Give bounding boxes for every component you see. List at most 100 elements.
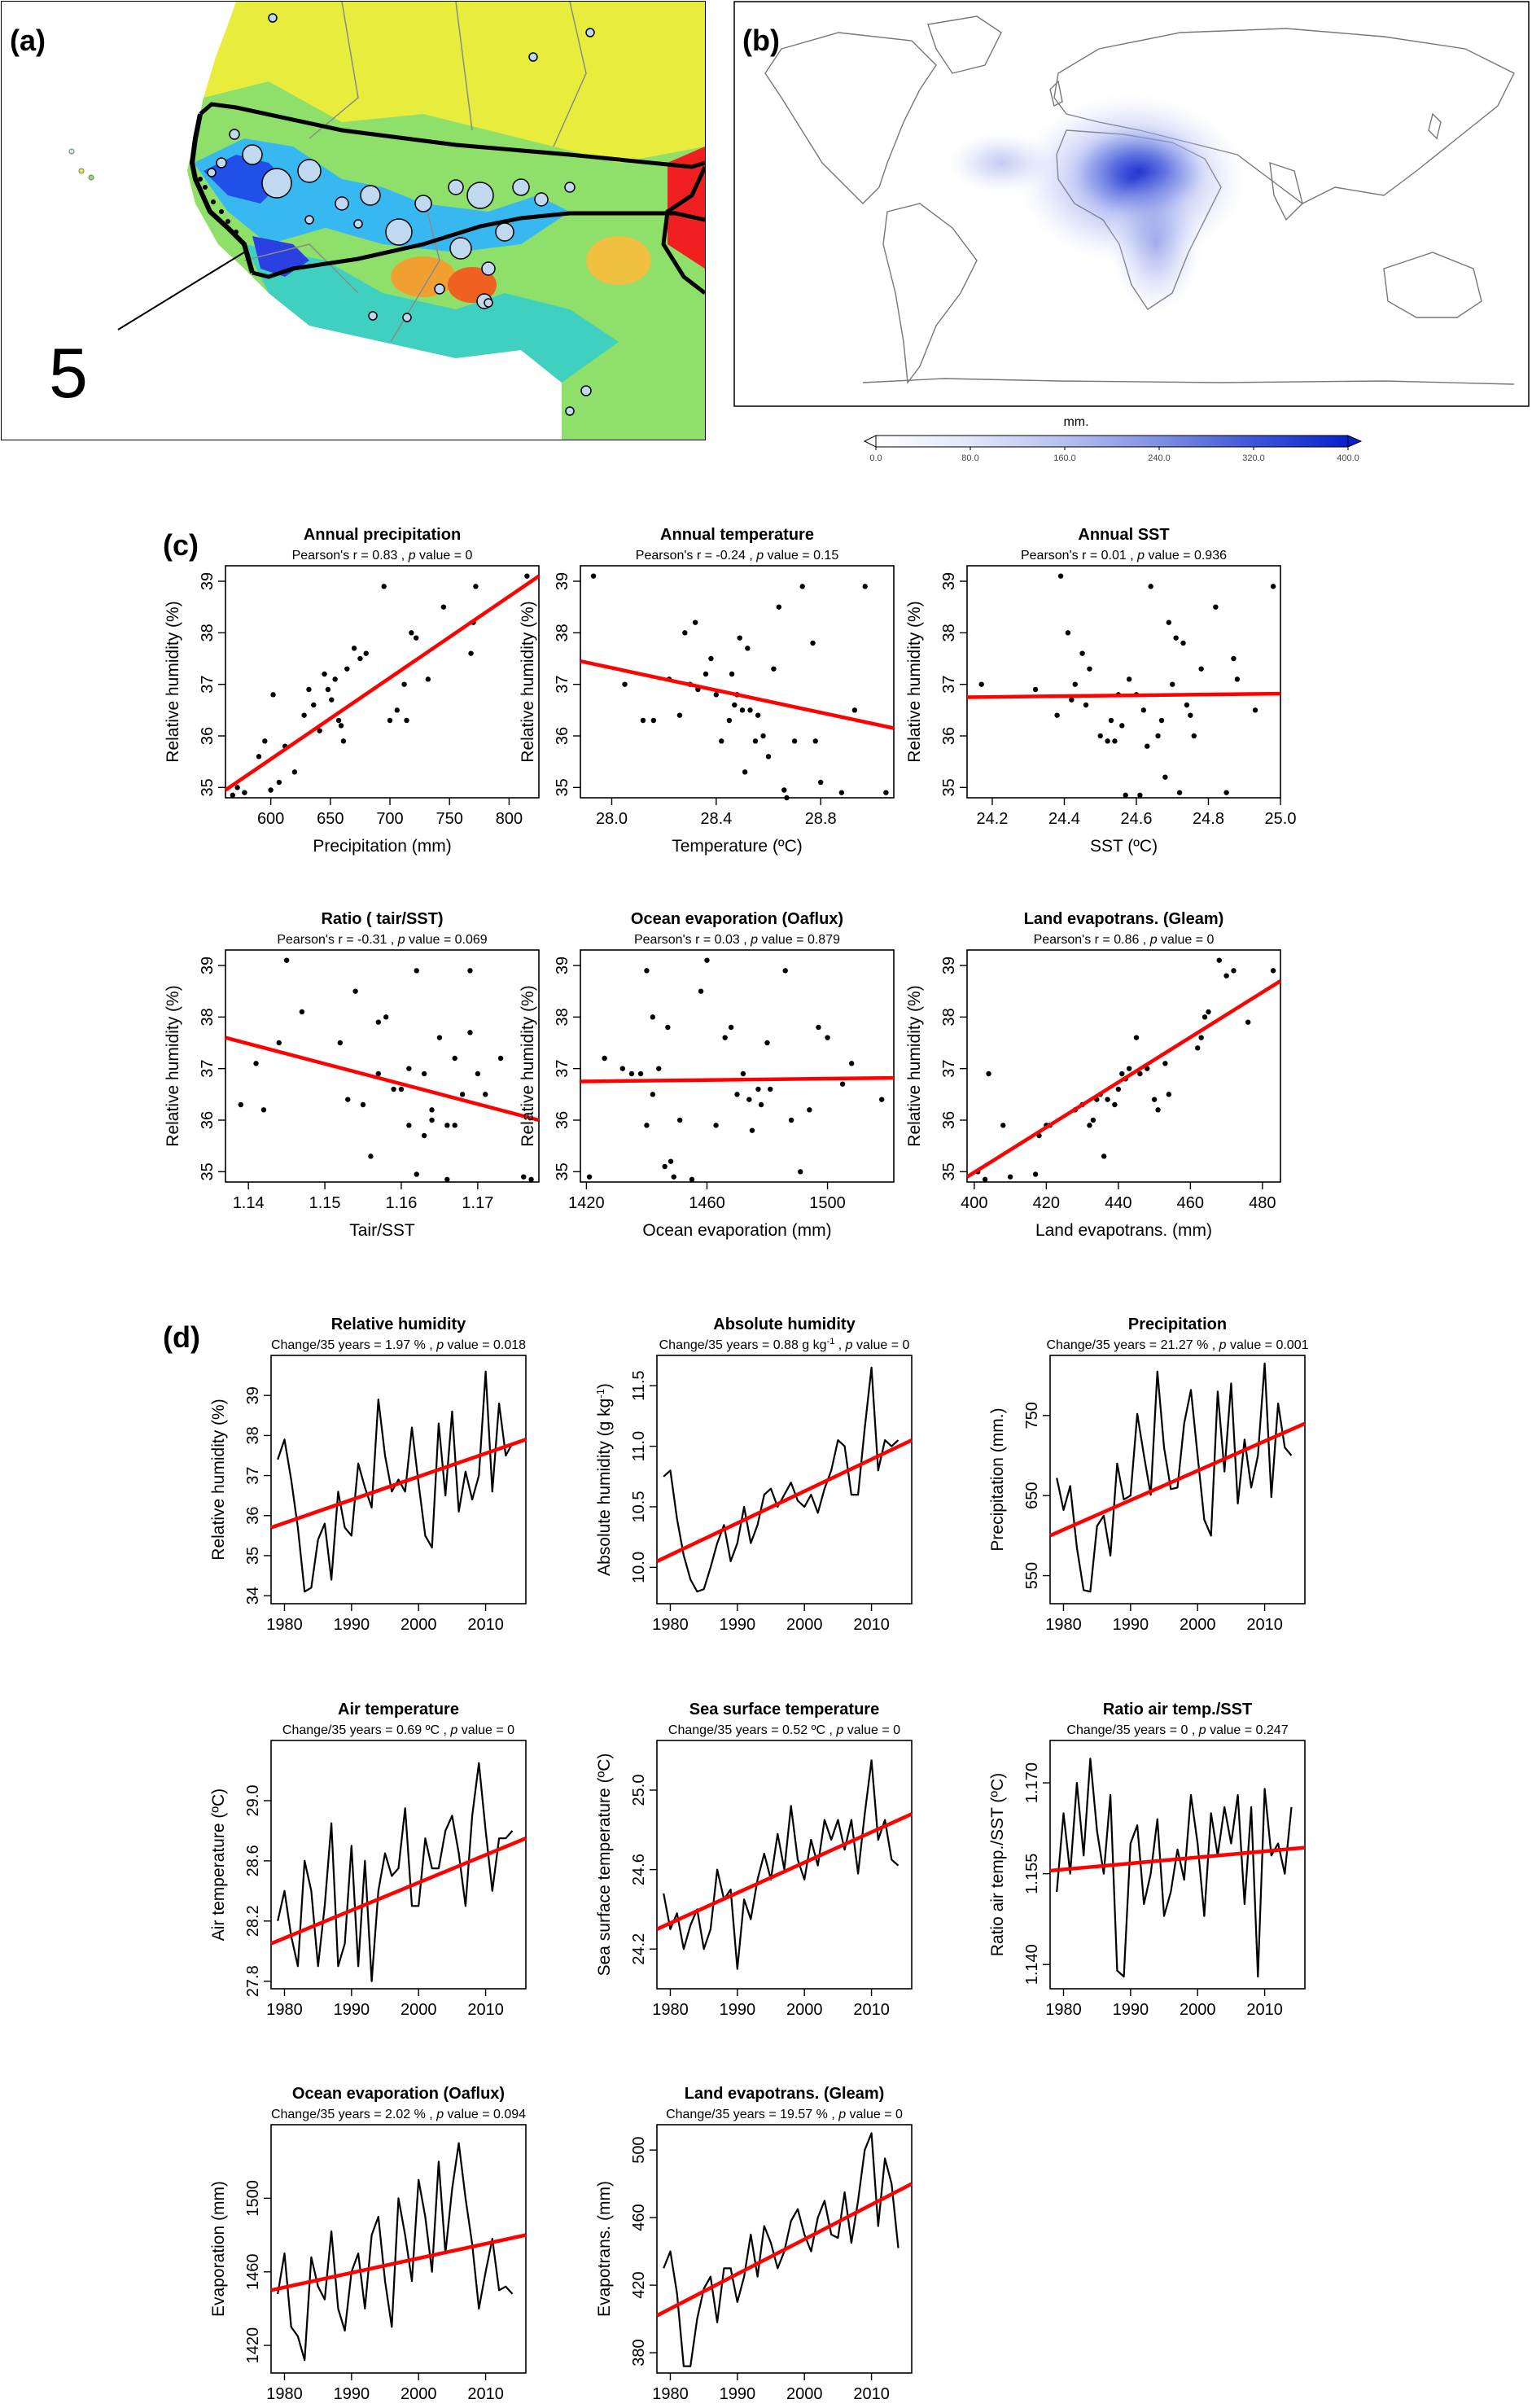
y-tick-label: 35 xyxy=(244,1547,262,1565)
colorbar-unit: mm. xyxy=(1063,415,1088,429)
data-point xyxy=(262,738,268,744)
x-tick-label: 1.17 xyxy=(462,1194,493,1212)
data-point xyxy=(798,1169,803,1175)
data-point xyxy=(242,790,247,795)
x-tick-label: 1990 xyxy=(1113,2001,1149,2019)
y-axis-label-text: Evapotrans. (mm) xyxy=(595,2181,614,2317)
subtitle-suffix: value = 0 xyxy=(1158,933,1215,947)
x-tick-label: 24.8 xyxy=(1193,810,1224,828)
data-point xyxy=(689,1176,695,1183)
x-tick-label: 2000 xyxy=(401,1616,437,1634)
y-tick-label: 380 xyxy=(630,2339,648,2366)
trend-line xyxy=(580,659,895,730)
data-point xyxy=(734,1092,740,1097)
plot-frame xyxy=(656,2124,913,2374)
data-point xyxy=(306,686,312,693)
y-tick-label: 39 xyxy=(554,957,571,974)
data-point xyxy=(452,1055,457,1062)
plot-frame xyxy=(656,1740,913,1990)
data-point xyxy=(357,655,363,662)
y-tick-label: 39 xyxy=(940,957,958,974)
y-tick-label: 650 xyxy=(1023,1482,1041,1508)
subtitle-prefix: Change/35 years = 19.57 % , xyxy=(666,2108,838,2121)
chart-subtitle: Change/35 years = 2.02 % , p value = 0.0… xyxy=(271,2108,526,2121)
data-point xyxy=(1245,1019,1251,1025)
series-line xyxy=(1056,1362,1293,1593)
data-point xyxy=(406,1123,412,1128)
data-point xyxy=(671,1174,676,1180)
x-tick-label: 28.0 xyxy=(596,810,628,828)
y-tick-label: 37 xyxy=(940,1060,958,1078)
subtitle-prefix: Change/35 years = 1.97 % , xyxy=(271,1338,436,1352)
data-point xyxy=(475,1070,481,1077)
y-tick-label: 1.155 xyxy=(1023,1854,1041,1894)
y-axis-label: Relative humidity (%) xyxy=(905,601,924,762)
y-tick-label: 27.8 xyxy=(244,1965,262,1997)
y-tick-label: 35 xyxy=(940,1162,958,1180)
data-point xyxy=(352,988,358,994)
data-point xyxy=(1234,676,1241,682)
series-line xyxy=(663,1366,900,1593)
chart-title: Air temperature xyxy=(338,1701,459,1718)
y-axis-label: Absolute humidity (g kg-1) xyxy=(594,1383,614,1576)
data-point xyxy=(1180,640,1186,646)
data-point xyxy=(497,1055,504,1062)
data-point xyxy=(387,717,393,724)
x-tick-label: 1.14 xyxy=(233,1194,265,1212)
chart-subtitle: Change/35 years = 0.69 ºC , p value = 0 xyxy=(282,1723,514,1737)
data-point xyxy=(524,573,530,579)
data-point xyxy=(729,671,735,677)
chart-title: Ocean evaporation (Oaflux) xyxy=(631,910,843,928)
y-axis-label-text: Sea surface temperature (ºC) xyxy=(595,1753,614,1977)
plot-frame xyxy=(270,1740,527,1990)
data-point xyxy=(732,702,738,708)
data-point xyxy=(692,620,698,625)
subtitle-suffix: value = 0.069 xyxy=(405,933,488,947)
y-axis-label: Precipitation (mm.) xyxy=(988,1408,1007,1551)
x-axis-label: Temperature (ºC) xyxy=(672,837,803,856)
y-tick-label: 39 xyxy=(199,572,217,590)
y-axis-label: Relative humidity (%) xyxy=(519,985,537,1146)
data-point xyxy=(283,957,290,963)
data-point xyxy=(1176,790,1183,795)
data-point xyxy=(682,630,688,636)
y-axis-label-text: Relative humidity (%) xyxy=(519,985,537,1146)
data-point xyxy=(468,650,474,656)
data-point xyxy=(637,1070,644,1077)
trend-line xyxy=(655,2182,913,2318)
trend-line xyxy=(270,1438,527,1530)
data-point xyxy=(1133,1035,1140,1040)
subtitle-p: p xyxy=(1149,933,1158,947)
data-point xyxy=(726,717,733,724)
data-point xyxy=(1223,790,1229,795)
y-tick-label: 11.0 xyxy=(630,1431,648,1461)
y-tick-label: 39 xyxy=(554,572,571,590)
data-point xyxy=(713,692,720,698)
data-point xyxy=(338,723,344,729)
data-point xyxy=(1072,681,1078,687)
subtitle-suffix: value = 0.247 xyxy=(1206,1723,1289,1737)
data-point xyxy=(375,1019,382,1025)
chart-c6: Land evapotrans. (Gleam) Pearson's r = 0.… xyxy=(905,910,1282,1240)
data-point xyxy=(1097,733,1103,739)
chart-subtitle: Change/35 years = 1.97 % , p value = 0.0… xyxy=(271,1338,526,1352)
chart-subtitle: Pearson's r = -0.24 , p value = 0.15 xyxy=(636,549,839,563)
subtitle-p: p xyxy=(1198,1723,1206,1737)
x-tick-label: 1990 xyxy=(334,1616,370,1634)
x-tick-label: 1500 xyxy=(809,1194,846,1212)
x-tick-label: 1990 xyxy=(720,2385,756,2403)
data-point xyxy=(1170,681,1175,687)
data-point xyxy=(799,584,805,589)
x-tick-label: 1980 xyxy=(266,1616,303,1634)
subtitle-prefix: Pearson's r = 0.01 , xyxy=(1021,549,1137,563)
series-line xyxy=(663,1759,900,1970)
colorbar-tick-label: 240.0 xyxy=(1148,453,1171,463)
data-point xyxy=(234,785,240,790)
x-tick-label: 1460 xyxy=(689,1194,725,1212)
x-tick-label: 1980 xyxy=(266,2385,303,2403)
data-point xyxy=(791,738,798,744)
x-tick-label: 1980 xyxy=(652,1616,689,1634)
chart-title: Annual precipitation xyxy=(304,526,461,544)
subtitle-p: p xyxy=(750,933,758,947)
chart-title: Precipitation xyxy=(1128,1316,1227,1333)
